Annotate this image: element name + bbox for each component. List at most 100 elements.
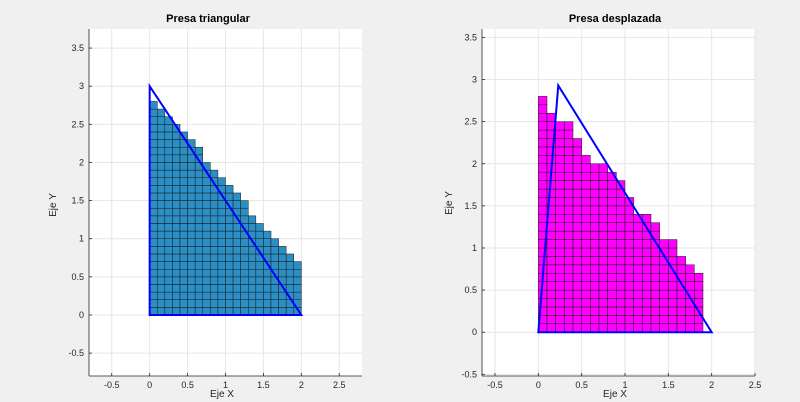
grid-cell: [607, 180, 617, 190]
grid-cell: [179, 276, 188, 285]
grid-cell: [616, 323, 626, 333]
grid-cell: [210, 307, 219, 316]
y-tick-label: 2: [79, 157, 84, 167]
grid-cell: [538, 163, 548, 173]
grid-cell: [564, 163, 574, 173]
grid-cell: [659, 289, 669, 299]
grid-cell: [278, 246, 287, 255]
grid-cell: [172, 207, 181, 217]
grid-cell: [149, 200, 158, 209]
grid-cell: [555, 230, 565, 240]
grid-cell: [616, 315, 626, 325]
grid-cell: [659, 264, 669, 274]
grid-cell: [255, 223, 264, 232]
y-tick-label: -0.5: [461, 369, 477, 379]
grid-cell: [157, 223, 166, 232]
grid-cell: [194, 192, 204, 201]
y-tick-label: 1: [79, 234, 84, 244]
grid-cell: [590, 222, 600, 232]
grid-cell: [572, 239, 582, 249]
grid-cell: [232, 192, 241, 201]
grid-cell: [217, 238, 226, 247]
grid-cell: [240, 207, 249, 217]
grid-cell: [607, 315, 617, 325]
grid-cell: [668, 315, 678, 325]
grid-cell: [179, 261, 188, 270]
grid-cell: [624, 247, 634, 257]
grid-cell: [157, 146, 166, 156]
grid-cell: [187, 230, 196, 239]
grid-cell: [538, 197, 548, 207]
grid-cell: [624, 197, 634, 207]
grid-cell: [285, 253, 294, 262]
grid-cell: [676, 289, 686, 299]
grid-cell: [285, 307, 294, 316]
y-tick-label: 2.5: [464, 117, 477, 127]
grid-cell: [538, 96, 548, 106]
grid-cell: [624, 256, 634, 266]
grid-cell: [546, 146, 556, 156]
y-tick-label: 2.5: [71, 119, 84, 129]
x-tick-label: -0.5: [487, 380, 503, 390]
grid-cell: [607, 205, 617, 215]
grid-cell: [598, 298, 608, 308]
grid-cell: [164, 238, 173, 247]
grid-cell: [555, 205, 565, 215]
grid-cell: [164, 261, 173, 270]
grid-cell: [270, 307, 279, 316]
grid-cell: [255, 230, 264, 239]
grid-cell: [555, 188, 565, 198]
grid-cell: [194, 246, 204, 255]
grid-cell: [555, 121, 565, 131]
grid-cell: [202, 284, 211, 293]
grid-cell: [546, 222, 556, 232]
grid-cell: [642, 214, 652, 223]
grid-cell: [572, 289, 582, 299]
grid-cell: [164, 223, 173, 232]
grid-cell: [164, 131, 173, 140]
grid-cell: [285, 268, 294, 278]
grid-cell: [564, 197, 574, 207]
grid-cell: [187, 215, 196, 224]
grid-cell: [598, 197, 608, 207]
grid-cell: [217, 284, 226, 293]
grid-cell: [616, 306, 626, 316]
grid-cell: [248, 261, 257, 270]
grid-cell: [164, 246, 173, 255]
grid-cell: [598, 239, 608, 249]
grid-cell: [581, 298, 591, 308]
grid-cell: [179, 268, 188, 278]
grid-cell: [217, 230, 226, 239]
grid-cell: [157, 154, 166, 163]
grid-cell: [668, 298, 678, 308]
grid-cell: [564, 239, 574, 249]
grid-cell: [607, 197, 617, 207]
x-tick-label: 0.5: [181, 380, 194, 390]
grid-cell: [590, 315, 600, 325]
grid-cell: [293, 268, 302, 278]
grid-cell: [590, 323, 600, 333]
grid-cell: [590, 205, 600, 215]
grid-cell: [248, 223, 257, 232]
grid-cell: [581, 197, 591, 207]
grid-cell: [157, 215, 166, 224]
y-tick-label: 1: [472, 243, 477, 253]
grid-cell: [564, 180, 574, 190]
y-tick-label: 2: [472, 159, 477, 169]
grid-cell: [187, 177, 196, 186]
grid-cell: [232, 299, 241, 308]
grid-cell: [598, 272, 608, 282]
grid-cell: [564, 214, 574, 223]
grid-cell: [157, 108, 166, 117]
y-tick-label: 1.5: [71, 196, 84, 206]
grid-cell: [248, 291, 257, 300]
grid-cell: [564, 188, 574, 198]
grid-cell: [676, 323, 686, 333]
grid-cell: [172, 146, 181, 156]
grid-cell: [248, 246, 257, 255]
grid-cell: [624, 281, 634, 291]
grid-cell: [538, 205, 548, 215]
grid-cell: [572, 323, 582, 333]
grid-cell: [598, 289, 608, 299]
grid-cell: [607, 272, 617, 282]
